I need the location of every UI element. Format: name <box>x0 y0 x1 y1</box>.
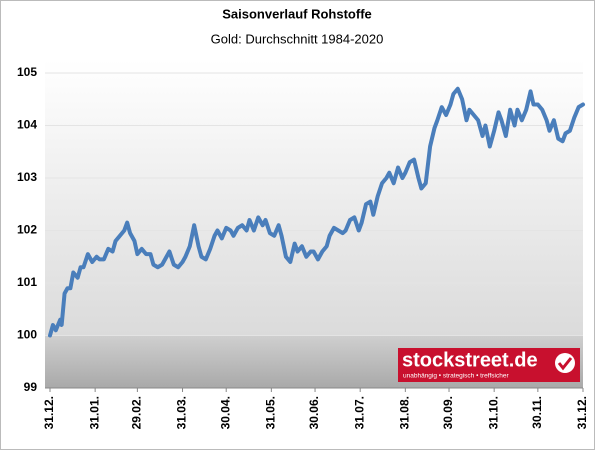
x-tick-label: 31.10. <box>486 396 500 429</box>
y-tick-label: 104 <box>17 118 37 132</box>
x-tick-label: 30.09. <box>441 396 455 429</box>
logo-icon <box>555 353 575 373</box>
series-line <box>48 86 585 338</box>
chart-title: Saisonverlauf Rohstoffe <box>222 6 372 21</box>
logo-tagline: unabhängig • strategisch • treffsicher <box>403 373 509 380</box>
x-tick-label: 31.07. <box>352 396 366 429</box>
x-tick-label: 31.05. <box>264 396 278 429</box>
x-tick-label: 31.01. <box>87 396 101 429</box>
y-tick-label: 101 <box>17 275 37 289</box>
logo-check <box>557 357 573 371</box>
logo-box <box>398 348 580 382</box>
y-tick-label: 99 <box>24 380 38 394</box>
x-tick-label: 30.11. <box>530 396 544 429</box>
logo-name: stockstreet.de <box>402 349 538 371</box>
y-tick-label: 105 <box>17 65 37 79</box>
logo: stockstreet.de unabhängig • strategisch … <box>398 348 580 382</box>
x-tick-label: 30.06. <box>307 396 321 429</box>
plot-background <box>45 60 583 388</box>
y-tick-label: 102 <box>17 223 37 237</box>
x-tick-label: 31.12. <box>575 396 589 429</box>
x-tick-label: 30.04. <box>218 396 232 429</box>
x-tick-label: 31.03. <box>175 396 189 429</box>
y-tick-label: 100 <box>17 328 37 342</box>
chart-subtitle: Gold: Durchschnitt 1984-2020 <box>211 31 384 46</box>
x-tick-label: 31.12. <box>42 396 56 429</box>
y-tick-label: 103 <box>17 170 37 184</box>
x-tick-label: 29.02. <box>130 396 144 429</box>
x-tick-label: 31.08. <box>398 396 412 429</box>
